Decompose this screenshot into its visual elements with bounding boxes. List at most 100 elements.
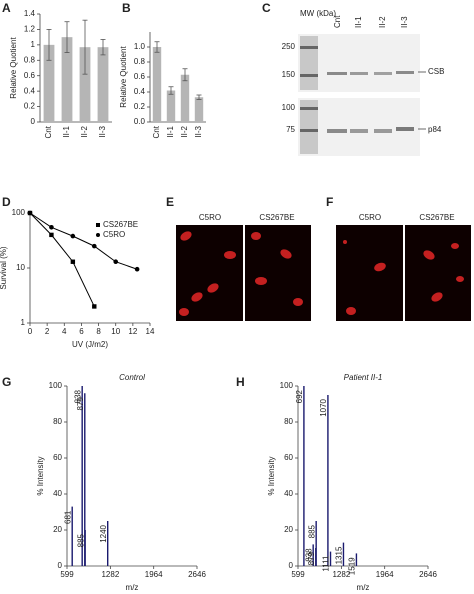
peak-label: 1070 — [319, 398, 328, 416]
y-tick-label: 1.0 — [134, 42, 146, 51]
micrograph — [405, 225, 471, 321]
peak-label: 1315 — [335, 546, 344, 564]
peak-label: 1240 — [99, 524, 108, 542]
series-line — [29, 212, 138, 270]
x-tick-label: 14 — [146, 327, 155, 336]
band-label: p84 — [428, 125, 442, 134]
x-tick-label: 1282 — [101, 570, 119, 579]
image-label: CS267BE — [419, 213, 454, 222]
blot: MW (kDa) 250 150 100 75 Cnt II-1 II-2 II… — [282, 9, 444, 156]
point — [91, 243, 97, 249]
y-tick-label: 20 — [284, 525, 293, 534]
lane-label: II-3 — [400, 16, 409, 28]
blot-membrane — [298, 34, 420, 92]
y-tick-label: 10 — [16, 263, 25, 272]
x-tick-label: Cnt — [44, 125, 53, 138]
peak-label: 885 — [76, 533, 85, 547]
x-tick-label: 0 — [28, 327, 33, 336]
peak-label: 879 — [76, 397, 85, 411]
y-tick-label: 40 — [53, 489, 62, 498]
y-tick-label: 0 — [289, 561, 294, 570]
x-tick-label: II-3 — [98, 125, 107, 137]
y-tick-label: 0.0 — [134, 117, 146, 126]
x-tick-label: II-2 — [80, 125, 89, 137]
micrograph — [176, 225, 243, 321]
bar — [194, 97, 204, 122]
mw-marker: 150 — [282, 70, 296, 79]
y-tick-label: 40 — [284, 489, 293, 498]
y-tick-label: 0 — [31, 117, 36, 126]
blot-band — [374, 129, 392, 133]
x-axis-label: UV (J/m2) — [72, 340, 108, 349]
series-line — [29, 212, 95, 307]
x-tick-label: Cnt — [152, 125, 161, 138]
y-axis-label: Survival (%) — [0, 246, 8, 289]
y-axis-label: Relative Quotient — [119, 46, 128, 108]
y-tick-label: 0.4 — [134, 87, 146, 96]
blot-band — [396, 127, 414, 131]
lane-label: II-2 — [378, 16, 387, 28]
bar — [43, 44, 55, 122]
y-axis-label: % Intensity — [36, 456, 45, 495]
ladder-band — [300, 74, 318, 77]
peak-label: 838 — [304, 548, 313, 562]
y-tick-label: 0.8 — [24, 55, 36, 64]
x-tick-label: II-2 — [180, 125, 189, 137]
bar — [152, 47, 162, 122]
x-tick-label: 2646 — [419, 570, 437, 579]
y-tick-label: 0 — [58, 561, 63, 570]
peak-label: 681 — [63, 510, 72, 524]
image-label: CS267BE — [259, 213, 294, 222]
blot-band — [327, 129, 347, 133]
x-tick-label: 4 — [62, 327, 67, 336]
peak-label: 879 — [307, 551, 316, 565]
blot-band — [396, 71, 414, 74]
y-tick-label: 0.4 — [24, 86, 36, 95]
peak-label: 1111 — [322, 555, 331, 572]
nuclei — [179, 231, 464, 316]
bar — [79, 47, 91, 122]
x-tick-label: 1964 — [145, 570, 163, 579]
panel-label: E — [166, 195, 174, 209]
mw-marker: 75 — [286, 125, 295, 134]
panel-label: A — [2, 1, 11, 15]
y-tick-label: 60 — [53, 453, 62, 462]
x-tick-label: 599 — [60, 570, 74, 579]
panel-label: D — [2, 195, 11, 209]
y-tick-label: 100 — [49, 381, 63, 390]
x-axis-label: m/z — [126, 583, 139, 592]
band-label: CSB — [428, 67, 444, 76]
lane-label: Cnt — [333, 15, 342, 28]
panel-label: C — [262, 1, 271, 15]
peak-label: 692 — [295, 389, 304, 403]
panel-label: F — [326, 195, 333, 209]
blot-band — [327, 72, 347, 75]
x-tick-label: 2 — [45, 327, 50, 336]
chart-title: Control — [119, 373, 145, 382]
point — [70, 233, 76, 239]
blot-band — [350, 72, 368, 75]
panel-label: B — [122, 1, 131, 15]
y-tick-label: 1.2 — [24, 25, 36, 34]
point — [113, 259, 119, 265]
x-tick-label: II-3 — [194, 125, 203, 137]
micrograph — [336, 225, 403, 321]
ladder-band — [300, 129, 318, 132]
x-tick-label: 599 — [291, 570, 305, 579]
x-axis-label: m/z — [357, 583, 370, 592]
mw-marker: 100 — [282, 103, 296, 112]
legend-marker — [96, 223, 100, 227]
y-tick-label: 0.2 — [24, 102, 36, 111]
y-tick-label: 80 — [284, 417, 293, 426]
point — [92, 304, 97, 309]
mw-label: MW (kDa) — [300, 9, 336, 18]
chart-title: Patient II-1 — [344, 373, 383, 382]
y-tick-label: 0.6 — [134, 72, 146, 81]
blot-band — [350, 129, 368, 133]
legend-label: CS267BE — [103, 220, 138, 229]
x-tick-label: 6 — [79, 327, 84, 336]
y-axis-label: Relative Quotient — [9, 37, 18, 99]
x-tick-label: 2646 — [188, 570, 206, 579]
